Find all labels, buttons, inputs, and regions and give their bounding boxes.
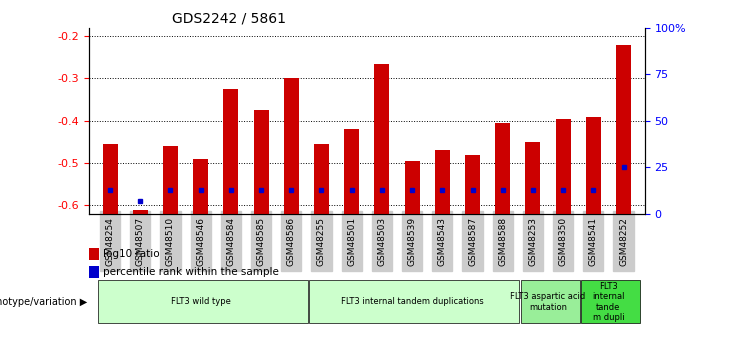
Bar bbox=[314, 144, 329, 214]
Bar bbox=[193, 159, 208, 214]
Text: percentile rank within the sample: percentile rank within the sample bbox=[103, 267, 279, 276]
Bar bbox=[495, 123, 511, 214]
Text: GDS2242 / 5861: GDS2242 / 5861 bbox=[172, 11, 286, 25]
Text: FLT3 internal tandem duplications: FLT3 internal tandem duplications bbox=[341, 297, 483, 306]
Bar bbox=[616, 45, 631, 214]
Text: FLT3
internal
tande
m dupli: FLT3 internal tande m dupli bbox=[592, 282, 625, 322]
Text: FLT3 aspartic acid
mutation: FLT3 aspartic acid mutation bbox=[511, 292, 585, 312]
Bar bbox=[586, 117, 601, 214]
Bar bbox=[284, 78, 299, 214]
Bar bbox=[525, 142, 540, 214]
Bar bbox=[521, 280, 579, 323]
Bar bbox=[435, 150, 450, 214]
Bar bbox=[98, 280, 308, 323]
Bar bbox=[465, 155, 480, 214]
Bar bbox=[556, 119, 571, 214]
Bar bbox=[89, 248, 99, 260]
Bar bbox=[102, 144, 118, 214]
Bar bbox=[133, 210, 147, 214]
Text: genotype/variation ▶: genotype/variation ▶ bbox=[0, 297, 87, 307]
Bar bbox=[405, 161, 419, 214]
Bar bbox=[253, 110, 269, 214]
Bar bbox=[163, 146, 178, 214]
Bar bbox=[89, 266, 99, 278]
Text: FLT3 wild type: FLT3 wild type bbox=[170, 297, 230, 306]
Bar bbox=[581, 280, 640, 323]
Bar bbox=[374, 63, 390, 214]
Text: log10 ratio: log10 ratio bbox=[103, 249, 159, 259]
Bar bbox=[223, 89, 239, 214]
Bar bbox=[310, 280, 519, 323]
Bar bbox=[344, 129, 359, 214]
